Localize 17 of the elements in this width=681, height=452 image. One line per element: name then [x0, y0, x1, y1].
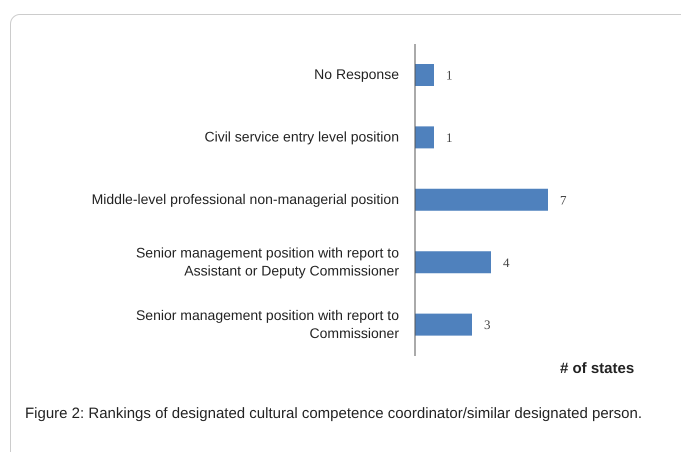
y-tick-label: Senior management position with report to Commissioner [136, 306, 400, 341]
y-tick-label: No Response [314, 66, 400, 82]
data-label: 1 [446, 68, 452, 83]
data-label: 7 [560, 192, 567, 208]
bar [415, 126, 434, 148]
y-tick-label: Senior management position with report to Assistant or Deputy Commissioner [136, 244, 400, 278]
y-tick-label: Middle-level professional non-managerial position [92, 190, 399, 207]
bar [415, 64, 434, 86]
data-label: 4 [503, 254, 510, 270]
y-tick-label: Civil service entry level position [204, 128, 399, 144]
data-label: 3 [484, 317, 490, 332]
x-axis-title: # of states [560, 360, 634, 377]
bar [415, 251, 491, 274]
bar [415, 314, 472, 336]
caption: Figure 2: Rankings of designated cultural competence coordinator/similar designated person. [25, 404, 644, 424]
bar [415, 188, 548, 211]
data-label: 1 [446, 130, 452, 146]
